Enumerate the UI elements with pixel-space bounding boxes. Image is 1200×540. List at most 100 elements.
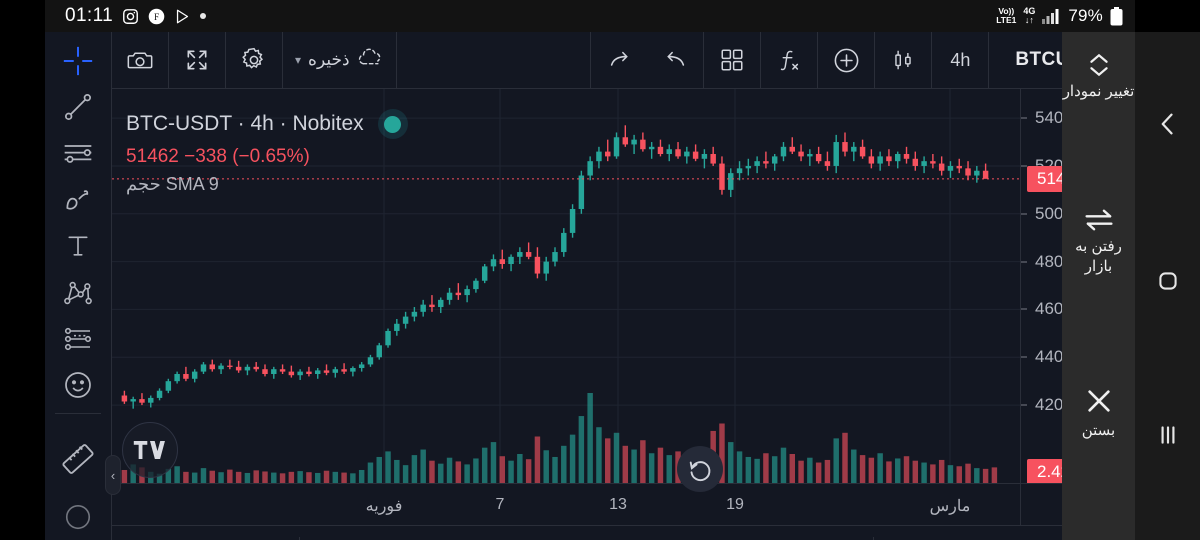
side-action-panel: تغییر نمودار رفتن به بازار بستن: [1062, 32, 1135, 540]
brush-tool[interactable]: [49, 177, 107, 223]
time-tick-label: 13: [609, 496, 627, 513]
change-chart-label: تغییر نمودار: [1062, 83, 1135, 100]
volte-indicator: Vo)) LTE1: [996, 5, 1017, 25]
market-status-indicator: [377, 109, 408, 139]
bottombar-divider: [872, 537, 874, 540]
play-store-icon: [174, 8, 191, 25]
back-icon[interactable]: [1135, 110, 1200, 138]
clock-label[interactable]: (UTC+3:30) 01:11:15: [310, 526, 502, 540]
time-axis[interactable]: فوریه71319مارس7: [112, 483, 1135, 526]
time-tick-label: فوریه: [365, 498, 403, 515]
arrows-swap-icon: [1083, 207, 1115, 233]
more-tools-icon[interactable]: [49, 494, 107, 540]
toolbar-divider: [590, 31, 592, 89]
svg-text:F: F: [154, 12, 159, 22]
toolbar-divider: [225, 31, 226, 89]
status-bar: 01:11 F Vo)) LTE1: [45, 0, 1135, 32]
recents-icon[interactable]: [1135, 422, 1200, 448]
collapse-toolbar-handle[interactable]: ‹: [105, 455, 121, 495]
chart-bottom-bar: خودکار log % (UTC+3:30) 01:11:15 1روز 5ر…: [112, 525, 1135, 540]
horizontal-lines-tool[interactable]: [49, 131, 107, 177]
candlestick-canvas: [112, 89, 1020, 483]
go-to-market-action[interactable]: رفتن به بازار: [1062, 207, 1135, 277]
chart-top-toolbar: ▾ ذخیره: [112, 31, 1135, 89]
price-tick-mark: [1021, 261, 1027, 263]
emoji-tool[interactable]: [49, 362, 107, 408]
time-tick-label: 7: [495, 496, 505, 513]
drawing-toolbar: [45, 32, 112, 540]
fullscreen-button[interactable]: [169, 32, 225, 89]
range-1-day[interactable]: 1روز: [884, 526, 944, 540]
chart-type-button[interactable]: [875, 32, 931, 89]
redo-button[interactable]: [591, 32, 647, 89]
instagram-icon: [122, 8, 139, 25]
price-tick-mark: [1021, 356, 1027, 358]
text-tool[interactable]: [49, 223, 107, 269]
undo-button[interactable]: [647, 32, 703, 89]
price-pane[interactable]: [112, 89, 1020, 483]
toolbar-divider: [817, 31, 819, 89]
chart-legend: BTC-USDT · 4h · Nobitex 51462 −338 (−0.6…: [126, 109, 408, 168]
chart-area: BTC-USDT · 4h · Nobitex 51462 −338 (−0.6…: [112, 89, 1135, 540]
crosshair-tool[interactable]: [49, 38, 107, 84]
toolbar-divider: [168, 31, 169, 89]
toolbar-divider: [760, 31, 762, 89]
trendline-tool[interactable]: [49, 84, 107, 130]
close-action[interactable]: بستن: [1062, 385, 1135, 441]
ruler-tool[interactable]: [49, 435, 107, 481]
log-scale-button[interactable]: log: [201, 526, 249, 540]
network-indicator: 4G ↓↑: [1023, 5, 1036, 25]
add-button[interactable]: [818, 32, 874, 89]
sync-calendar-icon[interactable]: [811, 526, 863, 540]
volume-study-legend: حجم SMA 9: [126, 174, 219, 194]
legend-price: 51462 −338 (−0.65%): [126, 146, 310, 167]
left-bezel: [0, 0, 45, 540]
legend-title: BTC-USDT · 4h · Nobitex: [126, 112, 364, 135]
layouts-button[interactable]: [704, 32, 760, 89]
change-chart-action[interactable]: تغییر نمودار: [1062, 52, 1135, 102]
indicators-button[interactable]: [761, 32, 817, 89]
signal-icon: [1042, 8, 1061, 24]
toolbar-divider: [931, 31, 933, 89]
price-tick-mark: [1021, 404, 1027, 406]
home-icon[interactable]: [1135, 268, 1200, 294]
time-tick-label: مارس: [929, 498, 971, 515]
percent-scale-button[interactable]: %: [249, 526, 289, 540]
price-tick-mark: [1021, 117, 1027, 119]
price-tick-mark: [1021, 165, 1027, 167]
battery-icon: [1110, 6, 1123, 26]
tradingview-logo[interactable]: [122, 422, 178, 478]
android-nav-bar: [1135, 32, 1200, 540]
chart-settings-button[interactable]: [226, 32, 282, 89]
timeframe-button[interactable]: 4h: [950, 49, 971, 70]
axis-divider: [1020, 484, 1021, 526]
toolbar-divider: [282, 31, 283, 89]
toolbar-divider: [703, 31, 705, 89]
chevron-updown-icon: [1086, 52, 1112, 78]
auto-scale-button[interactable]: خودکار: [126, 526, 201, 540]
chevron-down-icon: ▾: [295, 53, 302, 67]
toolbar-divider: [874, 31, 876, 89]
battery-percent: 79%: [1068, 6, 1103, 25]
save-label: ذخیره: [308, 50, 350, 69]
bottombar-divider: [299, 537, 301, 540]
toolbar-divider: [55, 412, 101, 414]
snapshot-button[interactable]: [112, 32, 168, 89]
toolbar-divider: [988, 31, 990, 89]
range-5-days[interactable]: 5روز: [944, 526, 1004, 540]
reset-chart-button[interactable]: [677, 446, 723, 492]
time-tick-label: 19: [726, 496, 744, 513]
close-icon: [1083, 385, 1115, 417]
dot-icon: [200, 13, 207, 19]
facebook-icon: F: [148, 8, 165, 25]
price-tick-mark: [1021, 308, 1027, 310]
go-to-market-label: رفتن به بازار: [1075, 238, 1122, 275]
patterns-tool[interactable]: [49, 270, 107, 316]
range-1-month[interactable]: 1ماه: [1004, 526, 1063, 540]
price-tick-mark: [1021, 213, 1027, 215]
toolbar-spacer: [397, 32, 591, 89]
forecast-tool[interactable]: [49, 316, 107, 362]
status-clock: 01:11: [65, 5, 114, 26]
save-button[interactable]: ▾ ذخیره: [283, 32, 396, 89]
